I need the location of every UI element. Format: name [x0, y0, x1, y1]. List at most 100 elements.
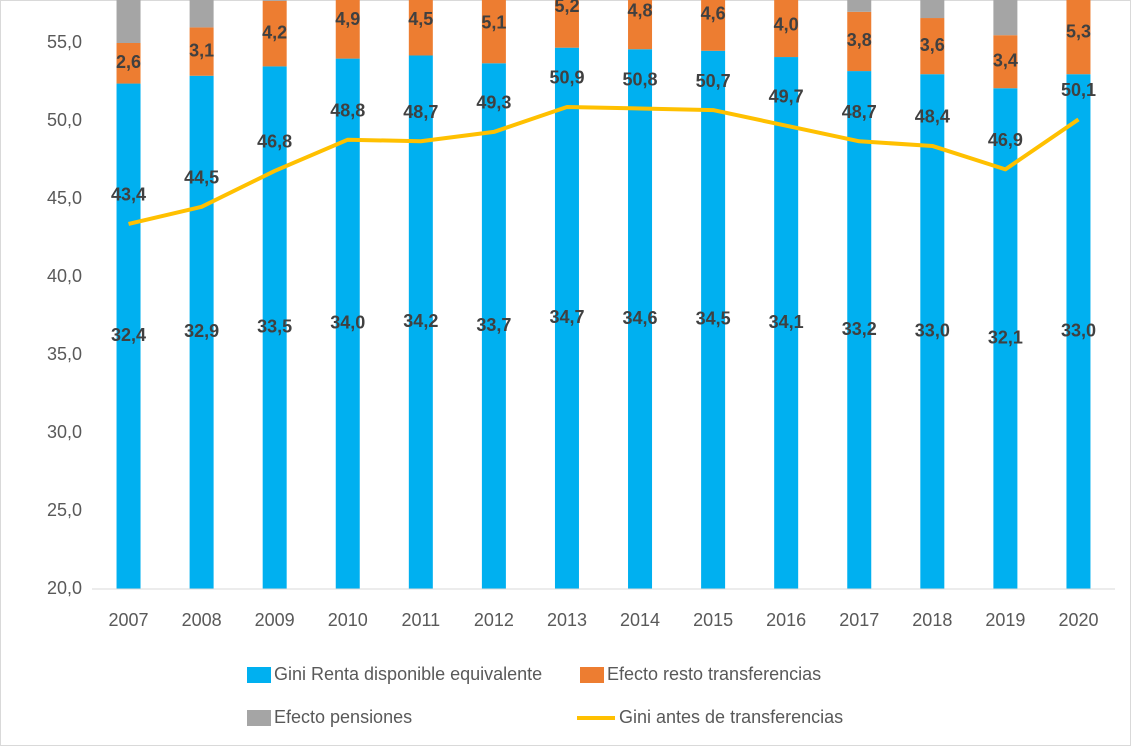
y-tick-label: 35,0: [47, 344, 82, 364]
data-label: 43,4: [111, 185, 146, 205]
data-label: 46,9: [988, 130, 1023, 150]
data-label: 5,3: [1066, 22, 1091, 42]
bar: [920, 74, 945, 589]
x-tick-label: 2009: [255, 610, 295, 630]
x-tick-label: 2013: [547, 610, 587, 630]
x-tick-label: 2011: [401, 610, 440, 630]
data-label: 4,2: [262, 22, 287, 42]
data-label: 4,6: [701, 4, 726, 24]
bar: [554, 47, 579, 590]
data-label: 50,9: [549, 68, 584, 88]
legend-label: Gini antes de transferencias: [619, 707, 843, 727]
data-label: 3,4: [993, 50, 1018, 70]
bar: [408, 0, 433, 56]
bar: [408, 55, 433, 590]
data-label: 49,7: [769, 86, 804, 106]
bar: [701, 50, 726, 590]
data-label: 34,7: [549, 307, 584, 327]
bar: [189, 0, 214, 28]
data-label: 32,4: [111, 325, 146, 345]
y-tick-label: 20,0: [47, 578, 82, 598]
bar: [554, 0, 579, 48]
y-tick-label: 40,0: [47, 266, 82, 286]
bar: [993, 35, 1018, 89]
data-label: 4,9: [335, 9, 360, 29]
data-label: 34,6: [623, 308, 658, 328]
x-tick-label: 2020: [1058, 610, 1098, 630]
data-label: 48,4: [915, 107, 950, 127]
x-tick-label: 2012: [474, 610, 514, 630]
bar: [993, 88, 1018, 590]
legend-swatch: [580, 667, 604, 683]
bar: [774, 0, 799, 58]
bar: [262, 0, 287, 67]
data-label: 3,1: [189, 40, 214, 60]
bar: [1066, 0, 1091, 75]
data-label: 34,5: [696, 309, 731, 329]
bar: [1066, 74, 1091, 589]
data-label: 48,8: [330, 100, 365, 120]
x-tick-label: 2014: [620, 610, 660, 630]
bar: [628, 49, 653, 590]
bar: [481, 63, 506, 589]
bar: [847, 0, 872, 12]
y-tick-label: 30,0: [47, 422, 82, 442]
data-label: 2,6: [116, 52, 141, 72]
x-tick-label: 2010: [328, 610, 368, 630]
data-label: 48,7: [842, 102, 877, 122]
data-label: 34,2: [403, 311, 438, 331]
data-label: 33,0: [915, 320, 950, 340]
data-label: 4,0: [774, 15, 799, 35]
bar: [847, 71, 872, 589]
x-tick-label: 2016: [766, 610, 806, 630]
data-label: 44,5: [184, 168, 219, 188]
data-label: 50,8: [623, 69, 658, 89]
bar: [628, 0, 653, 50]
line: [128, 104, 1080, 226]
data-label: 4,5: [408, 9, 433, 29]
x-tick-label: 2008: [182, 610, 222, 630]
data-label: 32,1: [988, 327, 1023, 347]
data-label: 50,7: [696, 71, 731, 91]
bar: [262, 0, 287, 1]
bar: [774, 57, 799, 590]
data-label: 33,2: [842, 319, 877, 339]
bar: [920, 0, 945, 19]
bar: [189, 75, 214, 589]
bar: [847, 11, 872, 72]
data-label: 50,1: [1061, 80, 1096, 100]
x-tick-label: 2019: [985, 610, 1025, 630]
y-tick-label: 25,0: [47, 500, 82, 520]
bar: [189, 27, 214, 76]
data-label: 4,8: [628, 1, 653, 21]
bar: [116, 43, 141, 84]
y-tick-label: 55,0: [47, 32, 82, 52]
y-tick-label: 50,0: [47, 110, 82, 130]
data-label: 33,7: [476, 315, 511, 335]
data-label: 3,6: [920, 35, 945, 55]
bar: [481, 0, 506, 64]
data-label: 33,0: [1061, 320, 1096, 340]
x-tick-label: 2017: [839, 610, 879, 630]
bar: [116, 83, 141, 589]
bar: [701, 0, 726, 51]
data-label: 49,3: [476, 93, 511, 113]
x-tick-label: 2018: [912, 610, 952, 630]
bar: [262, 66, 287, 589]
bar: [116, 0, 141, 43]
data-label: 34,1: [769, 312, 804, 332]
data-label: 3,8: [847, 30, 872, 50]
data-label: 5,1: [481, 12, 506, 32]
data-label: 32,9: [184, 321, 219, 341]
bar: [993, 0, 1018, 36]
bar: [920, 18, 945, 75]
legend-label: Efecto pensiones: [274, 707, 412, 727]
x-tick-label: 2007: [109, 610, 149, 630]
legend-label: Efecto resto transferencias: [607, 664, 821, 684]
data-label: 33,5: [257, 316, 292, 336]
legend-label: Gini Renta disponible equivalente: [274, 664, 542, 684]
bar: [335, 0, 360, 59]
legend-swatch: [247, 710, 271, 726]
legend-swatch: [247, 667, 271, 683]
